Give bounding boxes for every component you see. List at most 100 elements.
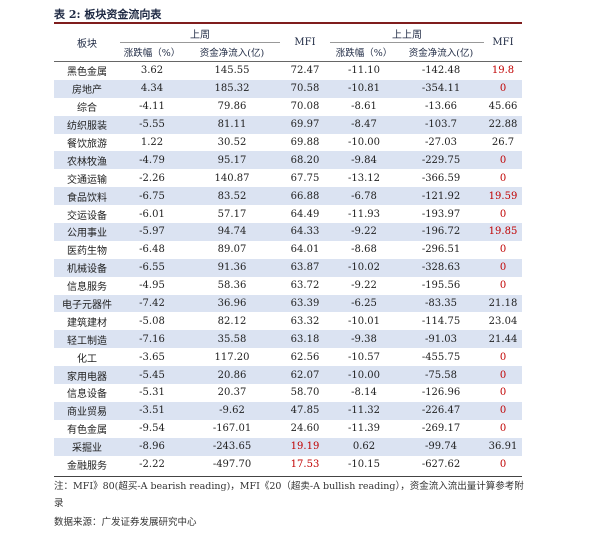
mfi-last-week-cell: 17.53 [280, 455, 330, 474]
table-row: 采掘业 -8.96 -243.65 19.19 0.62 -99.74 36.91 [54, 437, 522, 456]
sector-name-cell: 电子元器件 [54, 294, 120, 313]
change-week-before-cell: -11.93 [330, 205, 398, 224]
change-last-week-cell: -2.22 [120, 455, 184, 474]
change-last-week-cell: -6.01 [120, 205, 184, 224]
flow-last-week-cell: 30.52 [184, 133, 280, 152]
sector-name-cell: 化工 [54, 348, 120, 367]
flow-last-week-cell: 35.58 [184, 330, 280, 349]
change-week-before-cell: -10.02 [330, 258, 398, 277]
change-last-week-cell: -6.48 [120, 240, 184, 259]
mfi-last-week-cell: 67.75 [280, 169, 330, 188]
flow-last-week-cell: 79.86 [184, 97, 280, 116]
mfi-week-before-cell: 0 [484, 240, 522, 259]
table-row: 家用电器 -5.45 20.86 62.07 -10.00 -75.58 0 [54, 366, 522, 385]
change-week-before-cell: -8.61 [330, 97, 398, 116]
flow-week-before-cell: -455.75 [398, 348, 484, 367]
flow-week-before-cell: -328.63 [398, 258, 484, 277]
flow-last-week-cell: 94.74 [184, 223, 280, 241]
sector-name-cell: 交通运输 [54, 169, 120, 188]
change-last-week-cell: -9.54 [120, 419, 184, 438]
mfi-last-week-cell: 63.18 [280, 330, 330, 349]
table-row: 公用事业 -5.97 94.74 64.33 -9.22 -196.72 19.85 [54, 223, 522, 241]
mfi-week-before-cell: 21.18 [484, 294, 522, 313]
sector-name-cell: 公用事业 [54, 223, 120, 241]
table-body: 黑色金属 3.62 145.55 72.47 -11.10 -142.48 19.8 房地产 4… [54, 61, 522, 474]
mfi-week-before-cell: 19.59 [484, 187, 522, 206]
change-week-before-cell: -11.32 [330, 401, 398, 420]
sector-fund-flow-table: 板块 上周 MFI 上上周 MFI 涨跌幅（%） 资金净流入(亿) 涨跌幅（%）… [54, 24, 522, 474]
table-row: 轻工制造 -7.16 35.58 63.18 -9.38 -91.03 21.44 [54, 330, 522, 349]
change-week-before-cell: 0.62 [330, 437, 398, 456]
change-last-week-cell: -5.08 [120, 312, 184, 331]
mfi-last-week-cell: 19.19 [280, 437, 330, 456]
sector-name-cell: 建筑建材 [54, 312, 120, 331]
change-week-before-cell: -6.25 [330, 294, 398, 313]
header-sector: 板块 [54, 24, 120, 62]
change-week-before-cell: -8.14 [330, 384, 398, 402]
table-row: 化工 -3.65 117.20 62.56 -10.57 -455.75 0 [54, 348, 522, 367]
change-week-before-cell: -8.47 [330, 115, 398, 134]
flow-week-before-cell: -193.97 [398, 205, 484, 224]
flow-last-week-cell: 185.32 [184, 79, 280, 98]
flow-last-week-cell: 95.17 [184, 151, 280, 170]
change-last-week-cell: -8.96 [120, 437, 184, 456]
mfi-last-week-cell: 62.07 [280, 366, 330, 385]
mfi-last-week-cell: 47.85 [280, 401, 330, 420]
flow-week-before-cell: -75.58 [398, 366, 484, 385]
table-row: 食品饮料 -6.75 83.52 66.88 -6.78 -121.92 19.59 [54, 187, 522, 206]
flow-week-before-cell: -196.72 [398, 223, 484, 241]
table-row: 房地产 4.34 185.32 70.58 -10.81 -354.11 0 [54, 79, 522, 98]
flow-last-week-cell: -497.70 [184, 455, 280, 474]
table-row: 信息设备 -5.31 20.37 58.70 -8.14 -126.96 0 [54, 384, 522, 402]
mfi-week-before-cell: 0 [484, 151, 522, 170]
mfi-last-week-cell: 70.58 [280, 79, 330, 98]
change-week-before-cell: -9.84 [330, 151, 398, 170]
table-row: 商业贸易 -3.51 -9.62 47.85 -11.32 -226.47 0 [54, 401, 522, 420]
flow-last-week-cell: 20.37 [184, 384, 280, 402]
header-mfi-last-week: MFI [280, 24, 330, 62]
mfi-last-week-cell: 62.56 [280, 348, 330, 367]
change-last-week-cell: -4.11 [120, 97, 184, 116]
mfi-week-before-cell: 21.44 [484, 330, 522, 349]
table-row: 交通运输 -2.26 140.87 67.75 -13.12 -366.59 0 [54, 169, 522, 188]
mfi-last-week-cell: 64.33 [280, 223, 330, 241]
flow-last-week-cell: 81.11 [184, 115, 280, 134]
subheader-flow-week-before: 资金净流入(亿) [398, 42, 484, 62]
mfi-week-before-cell: 0 [484, 401, 522, 420]
flow-week-before-cell: -121.92 [398, 187, 484, 206]
mfi-last-week-cell: 68.20 [280, 151, 330, 170]
change-last-week-cell: -7.42 [120, 294, 184, 313]
flow-week-before-cell: -99.74 [398, 437, 484, 456]
flow-last-week-cell: 83.52 [184, 187, 280, 206]
flow-last-week-cell: 82.12 [184, 312, 280, 331]
change-week-before-cell: -10.81 [330, 79, 398, 98]
flow-last-week-cell: 140.87 [184, 169, 280, 188]
change-week-before-cell: -10.15 [330, 455, 398, 474]
change-last-week-cell: -6.55 [120, 258, 184, 277]
change-last-week-cell: -6.75 [120, 187, 184, 206]
flow-week-before-cell: -114.75 [398, 312, 484, 331]
flow-last-week-cell: 145.55 [184, 61, 280, 80]
change-week-before-cell: -10.01 [330, 312, 398, 331]
header-mfi-week-before: MFI [484, 24, 522, 62]
flow-last-week-cell: -167.01 [184, 419, 280, 438]
flow-week-before-cell: -366.59 [398, 169, 484, 188]
change-week-before-cell: -13.12 [330, 169, 398, 188]
mfi-week-before-cell: 23.04 [484, 312, 522, 331]
table-row: 综合 -4.11 79.86 70.08 -8.61 -13.66 45.66 [54, 97, 522, 116]
change-week-before-cell: -8.68 [330, 240, 398, 259]
change-last-week-cell: -5.97 [120, 223, 184, 241]
mfi-week-before-cell: 36.91 [484, 437, 522, 456]
sector-name-cell: 轻工制造 [54, 330, 120, 349]
mfi-week-before-cell: 0 [484, 258, 522, 277]
mfi-week-before-cell: 0 [484, 276, 522, 295]
mfi-week-before-cell: 0 [484, 169, 522, 188]
flow-last-week-cell: -9.62 [184, 401, 280, 420]
flow-last-week-cell: 57.17 [184, 205, 280, 224]
change-last-week-cell: -4.95 [120, 276, 184, 295]
mfi-last-week-cell: 63.32 [280, 312, 330, 331]
table-row: 餐饮旅游 1.22 30.52 69.88 -10.00 -27.03 26.7 [54, 133, 522, 152]
mfi-last-week-cell: 63.72 [280, 276, 330, 295]
table-row: 金融服务 -2.22 -497.70 17.53 -10.15 -627.62 0 [54, 455, 522, 474]
table-row: 农林牧渔 -4.79 95.17 68.20 -9.84 -229.75 0 [54, 151, 522, 170]
